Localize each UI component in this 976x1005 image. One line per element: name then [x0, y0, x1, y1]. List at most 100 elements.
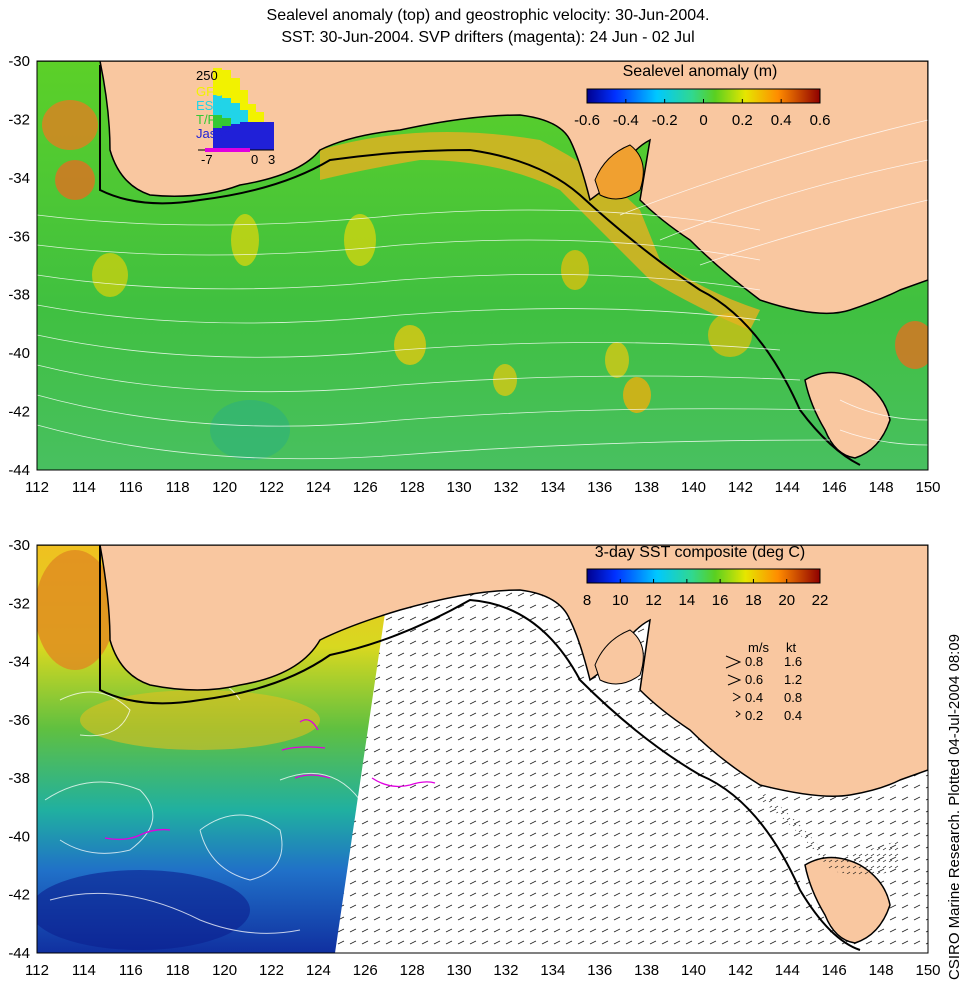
speed-row-ms: 0.6	[745, 672, 763, 687]
speed-key: m/s kt 0.8 1.6 0.6 1.2 0.4 0.8 0.2 0.4	[725, 640, 802, 723]
speed-row-ms: 0.8	[745, 654, 763, 669]
inset-xtick: -7	[201, 152, 213, 167]
bottom-colorbar	[586, 568, 821, 584]
inset-legend-jason: Jason	[196, 126, 231, 141]
lon-tick-label: 118	[166, 962, 190, 979]
lat-tick-label: -36	[8, 228, 30, 245]
top-sla-map	[37, 61, 928, 470]
colorbar-tick-label: -0.2	[652, 112, 678, 129]
sla-blob	[344, 214, 376, 266]
svp-drifter-tracks	[104, 719, 436, 841]
colorbar-tick-label: 8	[583, 592, 591, 609]
spencer-gulf	[594, 144, 644, 200]
colorbar-tick-label: 0	[699, 112, 707, 129]
lon-tick-label: 120	[212, 962, 237, 979]
lon-tick-label: 112	[25, 962, 49, 979]
speed-row-ms: 0.4	[745, 690, 763, 705]
sst-warm-patch	[37, 550, 115, 670]
bottom-sst-map	[37, 545, 928, 953]
speed-arrow-icon	[727, 674, 742, 686]
lon-tick-label: 132	[493, 962, 518, 979]
lat-tick-label: -38	[8, 287, 30, 304]
lon-tick-label: 136	[587, 479, 612, 496]
lon-tick-label: 134	[540, 479, 565, 496]
coastal-anomaly	[320, 132, 760, 330]
speed-arrow-icon	[732, 692, 742, 702]
speed-row-kt: 1.6	[784, 654, 802, 669]
lon-tick-label: 134	[540, 962, 565, 979]
colorbar-tick-label: 22	[812, 592, 829, 609]
colorbar-tick-label: 14	[679, 592, 696, 609]
lon-tick-label: 130	[447, 962, 472, 979]
australia-land-bottom	[37, 545, 928, 797]
lon-tick-label: 122	[259, 962, 284, 979]
sla-blob	[394, 325, 426, 365]
lon-tick-label: 124	[306, 962, 331, 979]
sla-blob	[895, 321, 928, 369]
sla-blob	[561, 250, 589, 290]
colorbar-tick-label: 20	[778, 592, 795, 609]
lon-tick-label: 114	[72, 962, 96, 979]
lon-tick-label: 140	[681, 479, 706, 496]
inset-bar	[248, 122, 256, 150]
speed-key-header-kt: kt	[786, 640, 797, 655]
lat-tick-label: -34	[8, 170, 30, 187]
colorbar-tick-label: 0.2	[732, 112, 753, 129]
lon-tick-label: 146	[822, 479, 847, 496]
lon-tick-label: 138	[634, 962, 659, 979]
colorbar-tick-label: -0.6	[574, 112, 600, 129]
speed-row-kt: 0.8	[784, 690, 802, 705]
speed-row-kt: 1.2	[784, 672, 802, 687]
inset-xtick: 0	[251, 152, 258, 167]
lon-tick-label: 128	[400, 479, 425, 496]
lon-tick-label: 140	[681, 962, 706, 979]
sla-blob	[493, 364, 517, 396]
lat-tick-label: -36	[8, 712, 30, 729]
speed-arrow-icon	[725, 655, 742, 669]
lon-tick-label: 116	[119, 962, 143, 979]
inset-bar	[264, 122, 274, 150]
inset-xtick: 3	[268, 152, 275, 167]
lon-tick-label: 144	[775, 479, 800, 496]
spencer-gulf-bottom	[594, 629, 644, 685]
colorbar-tick-label: 0.6	[810, 112, 831, 129]
inset-legend-esa: ESA	[196, 98, 222, 113]
lon-tick-label: 150	[915, 479, 940, 496]
shelf-break-line-bottom	[98, 545, 861, 951]
lat-tick-label: -38	[8, 770, 30, 787]
map-title-line1: Sealevel anomaly (top) and geostrophic v…	[266, 7, 710, 24]
speed-row-ms: 0.2	[745, 708, 763, 723]
lon-tick-label: 126	[353, 479, 378, 496]
bass-strait-vectors	[760, 790, 900, 875]
inset-bar	[231, 124, 240, 150]
lat-tick-label: -44	[8, 462, 30, 479]
sla-blob	[55, 160, 95, 200]
top-colorbar-title: Sealevel anomaly (m)	[623, 63, 778, 80]
speed-key-header-ms: m/s	[748, 640, 769, 655]
lat-tick-label: -44	[8, 945, 30, 962]
lon-tick-label: 114	[72, 479, 96, 496]
inset-bar	[222, 126, 231, 150]
sla-blob	[605, 342, 629, 378]
lon-tick-label: 144	[775, 962, 800, 979]
lon-tick-label: 136	[587, 962, 612, 979]
top-colorbar-ticks: -0.6 -0.4 -0.2 0 0.2 0.4 0.6	[574, 99, 830, 129]
tasmania-land	[804, 371, 891, 459]
lon-tick-label: 150	[915, 962, 940, 979]
colorbar-tick-label: 16	[712, 592, 729, 609]
lon-tick-label: 128	[400, 962, 425, 979]
lat-tick-label: -40	[8, 828, 30, 845]
colorbar-tick-label: -0.4	[613, 112, 639, 129]
lon-tick-label: 142	[728, 479, 753, 496]
lat-tick-label: -42	[8, 404, 30, 421]
lon-tick-label: 116	[119, 479, 143, 496]
lat-tick-label: -30	[8, 53, 30, 70]
shelf-break-line	[98, 65, 861, 466]
lat-tick-label: -40	[8, 345, 30, 362]
lon-tick-label: 122	[259, 479, 284, 496]
credit-text: CSIRO Marine Research. Plotted 04-Jul-20…	[946, 633, 963, 980]
lat-tick-label: -32	[8, 595, 30, 612]
